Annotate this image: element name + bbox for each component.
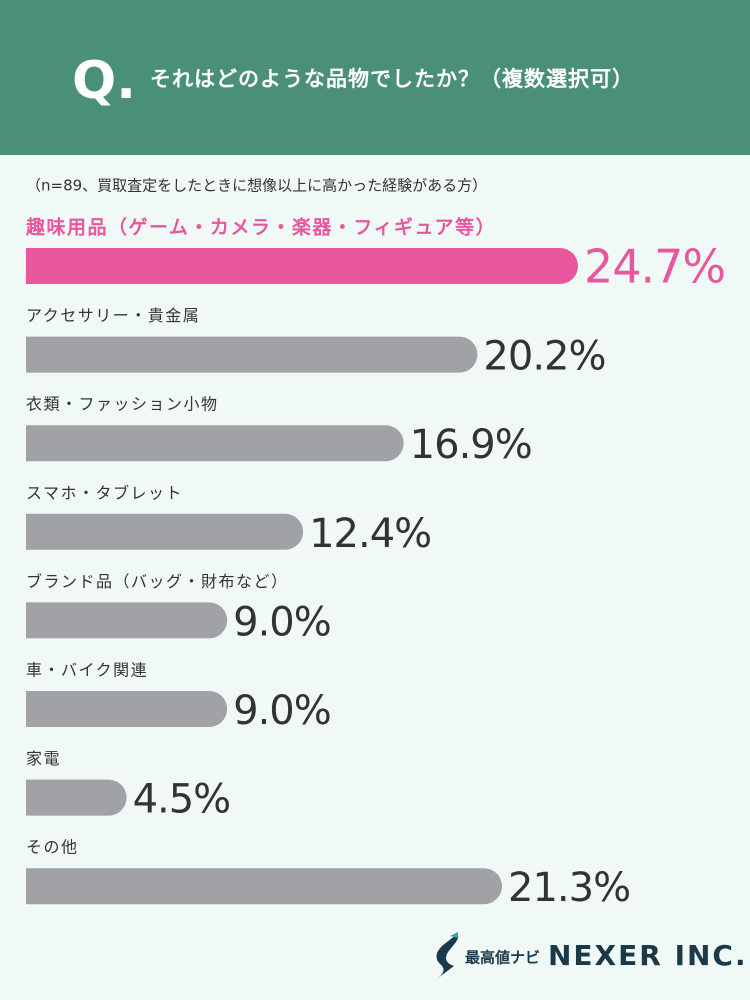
value-label: 12.4% [309, 511, 431, 557]
value-label: 16.9% [410, 422, 532, 468]
bar [26, 336, 478, 373]
company-name: NEXER INC. [548, 939, 748, 972]
brand-name: 最高値ナビ [465, 949, 540, 967]
bar [26, 513, 304, 550]
logo-accent [450, 932, 458, 938]
value-label: 24.7% [584, 240, 725, 294]
value-label: 4.5% [133, 777, 231, 823]
chart-subtitle: （n=89、買取査定をしたときに想像以上に高かった経験がある方） [26, 177, 487, 195]
value-label: 9.0% [233, 599, 331, 645]
category-label: 衣類・ファッション小物 [26, 395, 219, 414]
bar [26, 779, 127, 816]
category-label: 車・バイク関連 [26, 661, 148, 680]
bar [26, 691, 228, 727]
category-label: 家電 [26, 749, 61, 768]
value-label: 20.2% [483, 334, 605, 380]
category-label: 趣味用品（ゲーム・カメラ・楽器・フィギュア等） [25, 216, 496, 239]
bar [26, 425, 404, 462]
value-label: 9.0% [233, 688, 331, 734]
value-label: 21.3% [508, 865, 630, 911]
chart-title: それはどのような品物でしたか？（複数選択可） [150, 67, 634, 91]
bar [26, 248, 578, 284]
bar [26, 602, 228, 639]
bar [26, 868, 503, 905]
logo-icon [436, 935, 459, 978]
category-label: アクセサリー・貴金属 [26, 306, 200, 325]
category-label: その他 [26, 838, 79, 857]
category-label: ブランド品（バッグ・財布など） [26, 572, 289, 591]
question-mark: Q. [72, 51, 136, 111]
header-band [0, 0, 750, 155]
category-label: スマホ・タブレット [26, 483, 183, 502]
